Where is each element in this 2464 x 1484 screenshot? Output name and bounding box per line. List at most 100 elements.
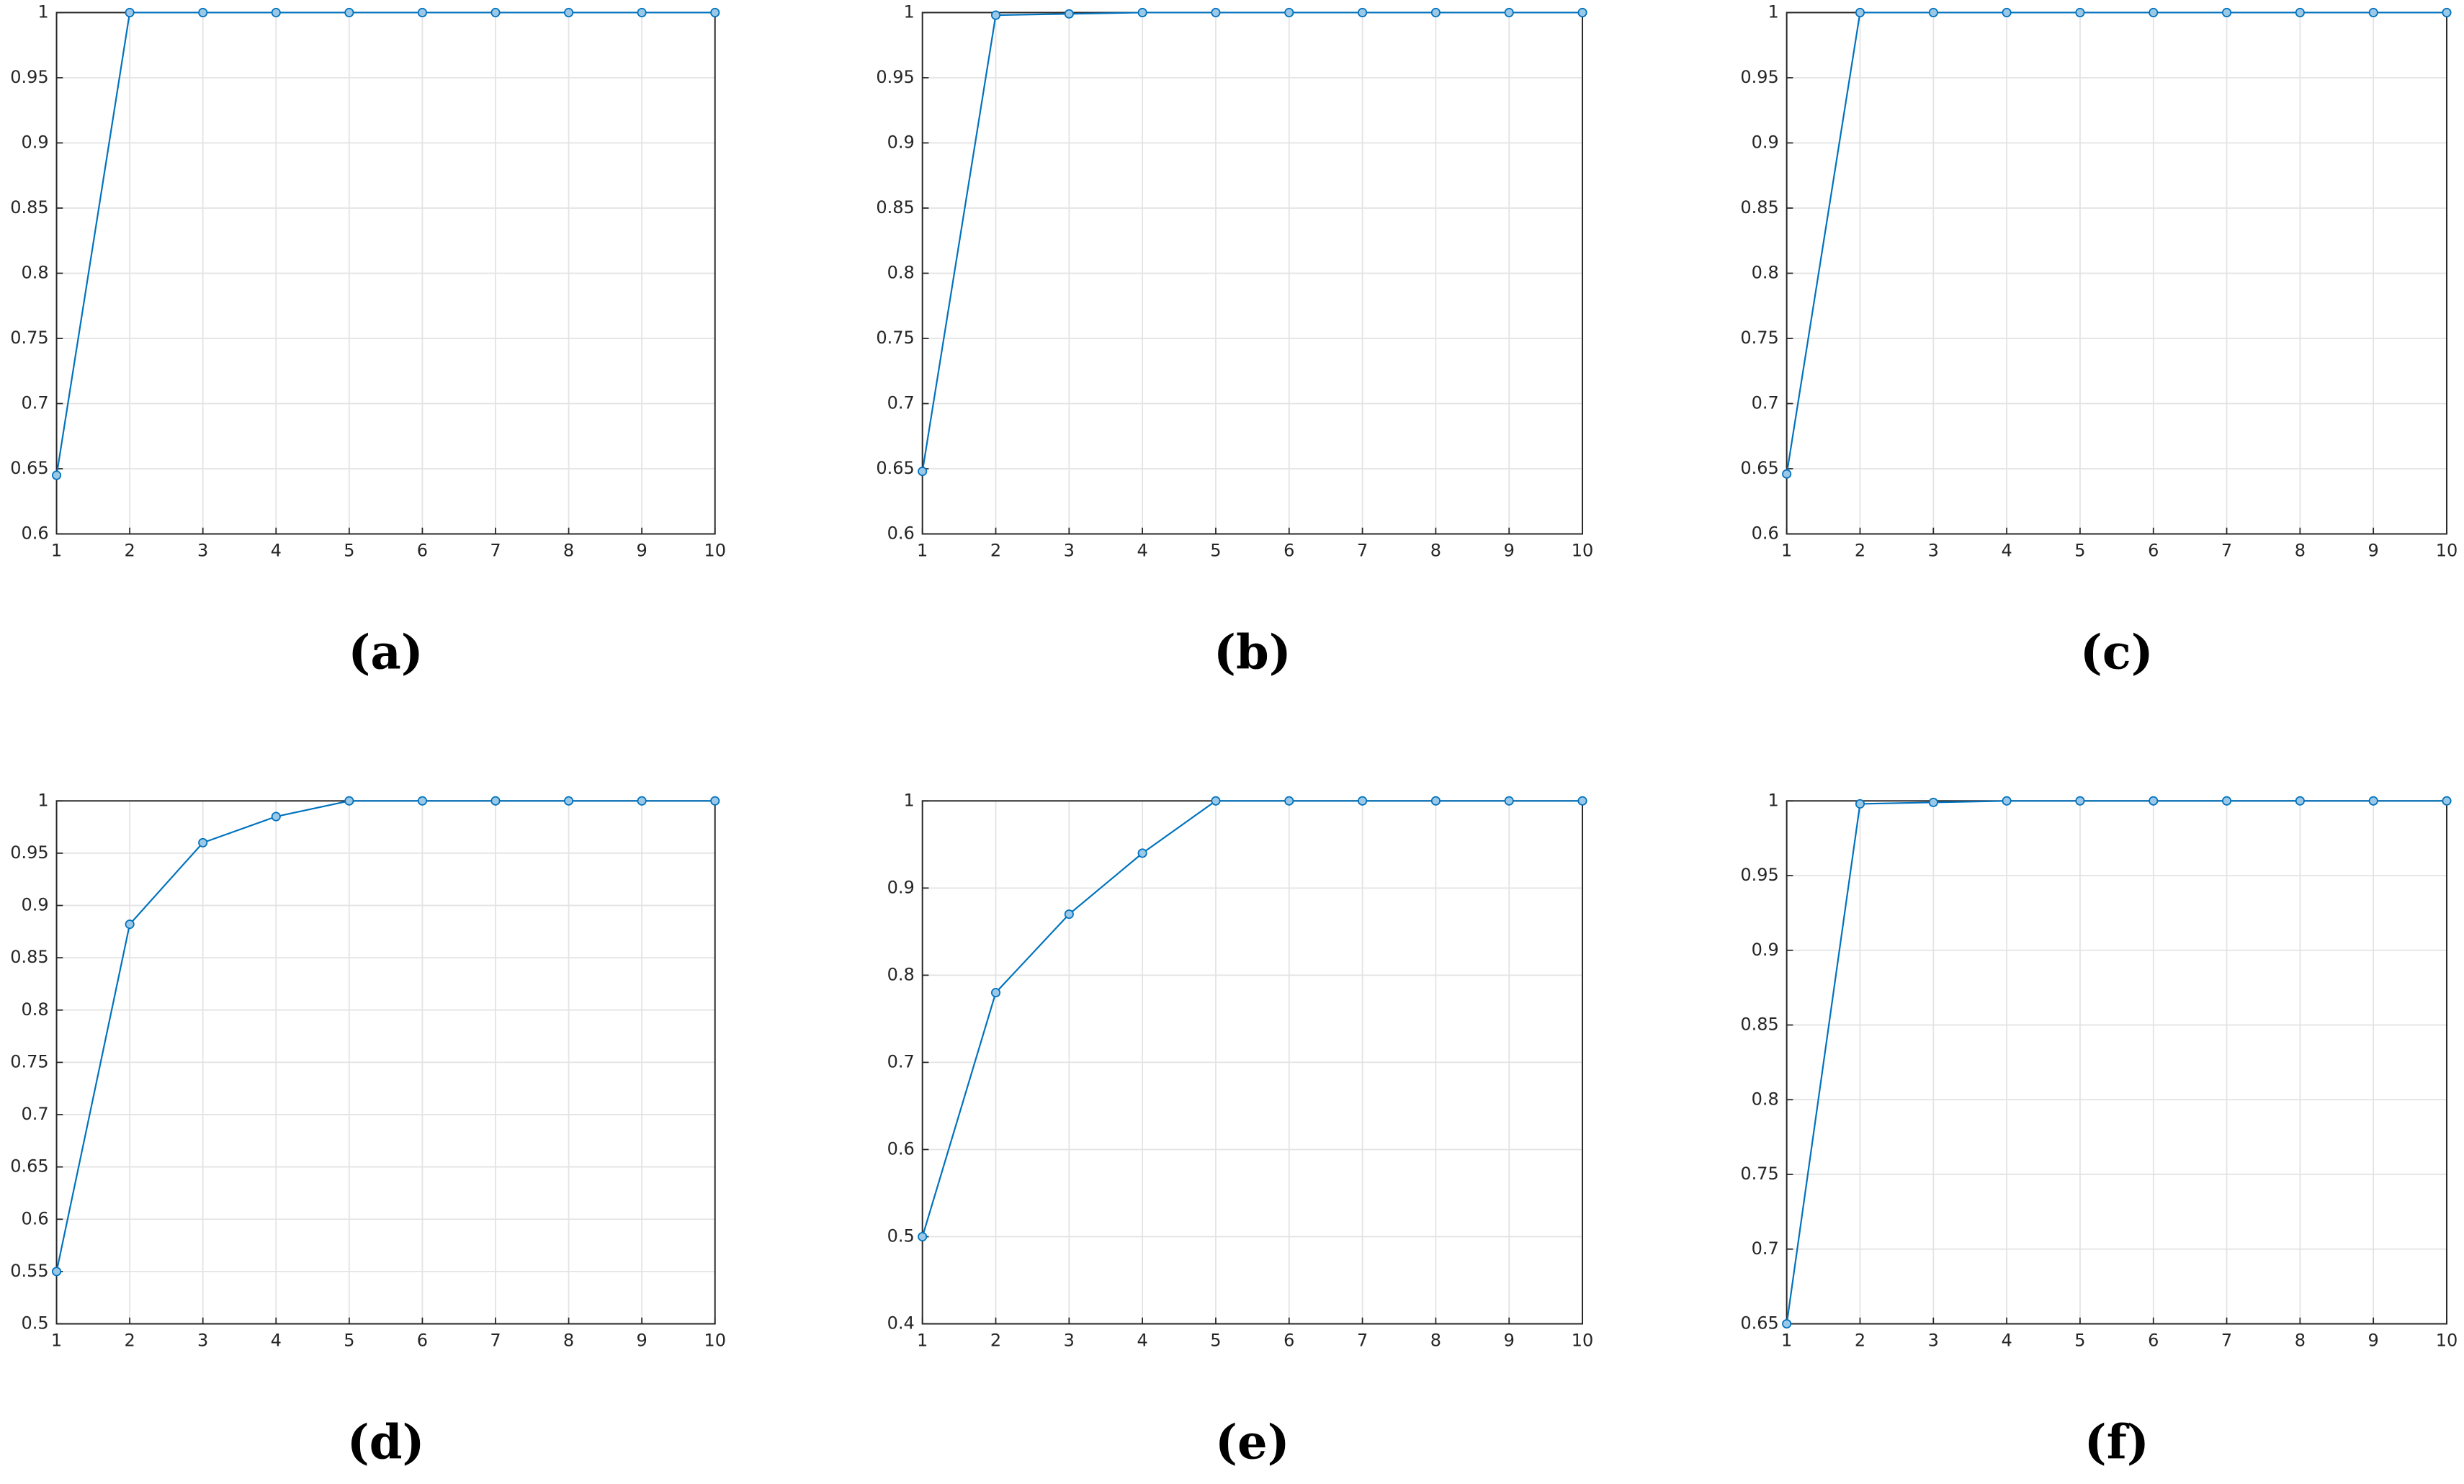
x-tick-label: 5: [2074, 1331, 2085, 1351]
x-tick-label: 1: [1781, 1331, 1792, 1351]
y-tick-label: 0.65: [1740, 1313, 1778, 1334]
y-tick-label: 0.85: [1740, 197, 1778, 217]
x-tick-label: 4: [271, 541, 282, 561]
data-marker: [1855, 7, 1865, 17]
data-marker: [1358, 7, 1368, 17]
x-tick-label: 9: [2368, 541, 2379, 561]
x-tick-label: 10: [704, 1331, 726, 1351]
y-tick-label: 1: [1768, 790, 1778, 810]
y-tick-label: 0.6: [1752, 523, 1779, 544]
x-tick-label: 6: [2148, 541, 2159, 561]
x-tick-label: 9: [2368, 1331, 2379, 1351]
data-marker: [637, 7, 647, 17]
x-tick-label: 5: [344, 541, 354, 561]
data-marker: [1430, 7, 1441, 17]
x-tick-label: 9: [636, 1331, 647, 1351]
y-tick-label: 0.6: [887, 1138, 915, 1159]
data-marker: [1284, 7, 1294, 17]
y-tick-label: 0.95: [10, 842, 48, 863]
data-marker: [2222, 7, 2232, 17]
panel-caption: (a): [348, 626, 423, 680]
x-tick-label: 7: [490, 541, 501, 561]
y-tick-label: 0.4: [887, 1313, 915, 1334]
data-marker: [2368, 7, 2378, 17]
plot-frame: [1786, 800, 2447, 1325]
data-marker: [637, 796, 647, 806]
x-tick-label: 2: [1855, 1331, 1865, 1351]
y-tick-label: 0.5: [887, 1226, 915, 1246]
x-tick-label: 5: [1210, 541, 1221, 561]
x-tick-label: 2: [990, 541, 1001, 561]
y-tick-label: 0.8: [1752, 262, 1779, 282]
y-tick-label: 0.5: [21, 1313, 48, 1334]
data-marker: [2295, 7, 2305, 17]
y-tick-label: 0.85: [10, 947, 48, 967]
y-tick-label: 0.7: [887, 393, 915, 413]
x-tick-label: 10: [2436, 541, 2458, 561]
x-tick-label: 8: [2295, 541, 2306, 561]
data-marker: [51, 470, 62, 480]
data-marker: [1855, 799, 1865, 809]
x-tick-label: 5: [2074, 541, 2085, 561]
y-tick-label: 0.95: [1740, 67, 1778, 87]
y-tick-label: 0.6: [21, 1208, 48, 1228]
y-tick-label: 0.65: [10, 458, 48, 478]
y-tick-label: 0.75: [10, 1051, 48, 1071]
data-marker: [125, 919, 135, 930]
x-tick-label: 2: [124, 541, 135, 561]
x-tick-label: 8: [563, 541, 574, 561]
data-marker: [1577, 7, 1587, 17]
y-tick-label: 0.7: [887, 1051, 915, 1071]
data-marker: [2002, 7, 2012, 17]
x-tick-label: 6: [417, 541, 428, 561]
y-tick-label: 0.8: [21, 262, 48, 282]
data-marker: [344, 796, 354, 806]
data-marker: [710, 7, 720, 17]
data-marker: [564, 796, 574, 806]
y-tick-label: 0.8: [887, 262, 915, 282]
data-marker: [2368, 796, 2378, 806]
x-tick-label: 3: [197, 541, 208, 561]
data-marker: [1430, 796, 1441, 806]
x-tick-label: 3: [1064, 1331, 1075, 1351]
y-tick-label: 0.8: [21, 999, 48, 1020]
x-tick-label: 6: [417, 1331, 428, 1351]
x-tick-label: 7: [2221, 541, 2232, 561]
data-marker: [564, 7, 574, 17]
data-marker: [2075, 796, 2085, 806]
y-tick-label: 0.7: [1752, 393, 1779, 413]
data-marker: [1064, 9, 1074, 19]
y-tick-label: 1: [904, 790, 915, 810]
x-tick-label: 3: [1928, 541, 1939, 561]
data-marker: [2295, 796, 2305, 806]
y-tick-label: 0.7: [21, 393, 48, 413]
y-tick-label: 0.7: [21, 1104, 48, 1124]
y-tick-label: 0.75: [10, 328, 48, 348]
x-tick-label: 1: [51, 541, 62, 561]
y-tick-label: 0.9: [1752, 132, 1779, 152]
panel-caption: (d): [347, 1416, 425, 1470]
data-marker: [918, 467, 928, 477]
data-marker: [2075, 7, 2085, 17]
data-marker: [417, 7, 427, 17]
x-tick-label: 6: [1283, 1331, 1294, 1351]
x-tick-label: 9: [1504, 541, 1515, 561]
data-marker: [1577, 796, 1587, 806]
data-line: [921, 12, 1583, 472]
y-tick-label: 0.6: [887, 523, 915, 544]
data-marker: [490, 7, 501, 17]
data-marker: [1504, 7, 1514, 17]
y-tick-label: 1: [904, 1, 915, 22]
data-line: [1786, 800, 2447, 1324]
y-tick-label: 0.9: [21, 895, 48, 915]
x-tick-label: 4: [1137, 541, 1148, 561]
y-tick-label: 0.9: [887, 132, 915, 152]
data-marker: [125, 7, 135, 17]
x-tick-label: 3: [1064, 541, 1075, 561]
x-tick-label: 1: [51, 1331, 62, 1351]
data-marker: [1782, 1319, 1792, 1329]
y-tick-label: 0.55: [10, 1261, 48, 1281]
x-tick-label: 4: [2001, 541, 2012, 561]
data-line: [55, 800, 715, 1272]
data-marker: [1064, 909, 1074, 919]
